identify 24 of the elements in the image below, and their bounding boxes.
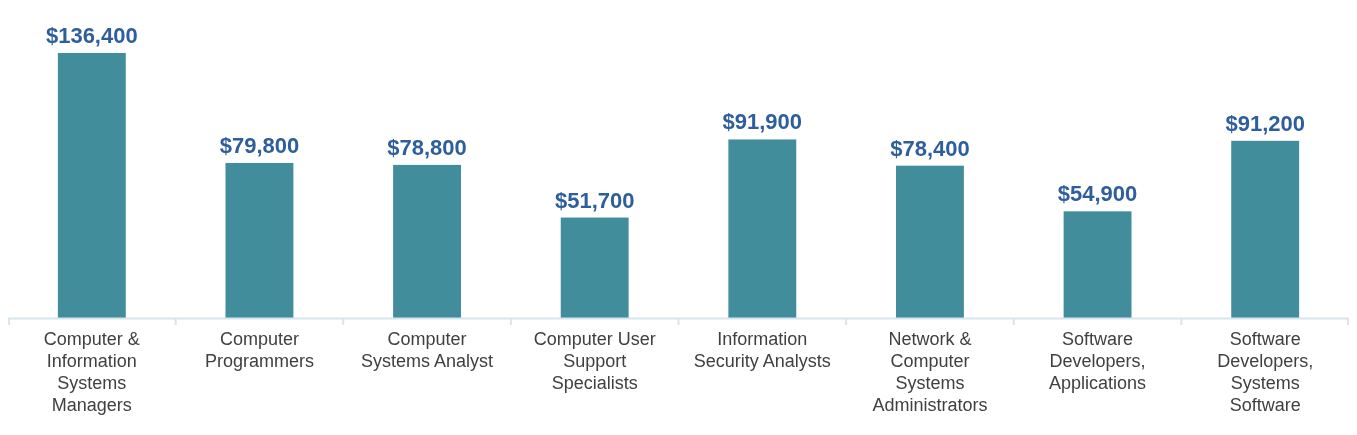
data-label: $136,400 — [45, 23, 138, 48]
x-tick-label: Computer User Support Specialists — [533, 329, 656, 393]
data-label: $91,900 — [722, 109, 803, 135]
x-tick-label: Computer Systems Analyst — [361, 329, 494, 371]
bar — [225, 162, 294, 318]
data-label: $79,800 — [219, 132, 300, 158]
data-label: $78,800 — [387, 134, 467, 160]
x-tick-label: Computer Programmers — [204, 329, 314, 371]
data-label: $91,200 — [1225, 110, 1305, 136]
data-label: $51,700 — [554, 187, 635, 213]
bar — [728, 139, 797, 318]
x-tick-label: Software Developers, Systems Software — [1217, 329, 1314, 415]
x-tick-label: Network & Computer Systems Administrators — [872, 329, 988, 415]
bar — [1063, 211, 1132, 318]
x-tick-label: Computer & Information Systems Managers — [43, 329, 140, 415]
bar — [895, 165, 964, 318]
bar — [57, 53, 126, 318]
bar — [1231, 140, 1300, 318]
x-tick-label: Software Developers, Applications — [1049, 329, 1147, 393]
bar — [560, 217, 629, 318]
x-tick-label: Information Security Analysts — [693, 329, 831, 371]
data-label: $78,400 — [890, 135, 970, 161]
data-label: $54,900 — [1057, 181, 1138, 207]
bar — [393, 164, 462, 318]
